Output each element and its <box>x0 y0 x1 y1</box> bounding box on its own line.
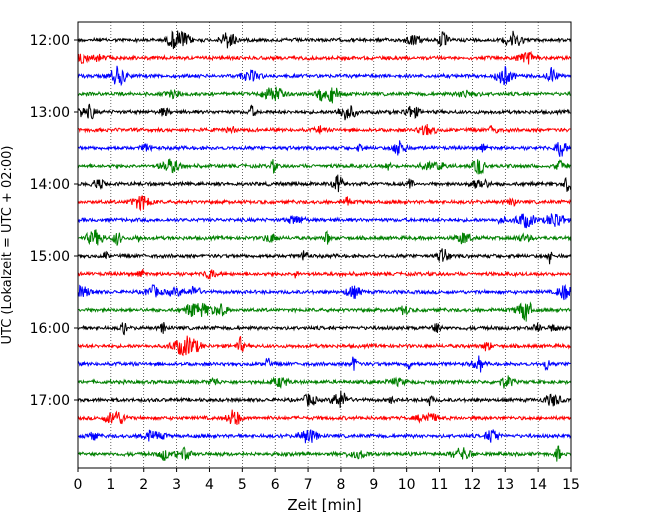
y-tick-label: 14:00 <box>30 177 70 193</box>
y-axis-label: UTC (Lokalzeit = UTC + 02:00) <box>0 146 15 345</box>
seismic-trace <box>77 86 571 104</box>
seismic-trace <box>77 213 572 229</box>
seismic-trace <box>77 229 572 246</box>
plot-frame <box>77 21 572 469</box>
seismic-trace <box>77 103 571 121</box>
y-tick-label: 17:00 <box>30 393 70 409</box>
y-tick-label: 12:00 <box>30 33 70 49</box>
seismic-trace <box>77 248 572 265</box>
seismic-trace <box>77 355 571 373</box>
x-tick-label: 8 <box>336 477 345 493</box>
seismic-trace <box>77 50 572 65</box>
x-axis-label: Zeit [min] <box>287 496 361 514</box>
y-tick-label: 13:00 <box>30 105 70 121</box>
seismic-trace <box>77 140 572 157</box>
seismic-trace <box>77 158 571 175</box>
trace-group <box>77 30 572 462</box>
seismic-trace <box>77 390 572 409</box>
seismic-trace <box>77 284 572 301</box>
x-tick-label: 4 <box>205 477 214 493</box>
y-axis-ticks: 12:00 13:00 14:00 15:00 16:00 17:00 <box>30 33 78 409</box>
x-tick-label: 9 <box>369 477 378 493</box>
seismic-trace <box>77 301 571 322</box>
seismic-trace <box>77 445 572 462</box>
x-tick-label: 10 <box>398 477 416 493</box>
seismic-trace <box>77 65 572 87</box>
x-tick-label: 3 <box>172 477 181 493</box>
x-tick-label: 7 <box>304 477 313 493</box>
seismic-trace <box>77 30 572 50</box>
seismic-trace <box>77 123 571 136</box>
y-tick-label: 16:00 <box>30 321 70 337</box>
seismic-trace <box>77 409 572 425</box>
seismic-trace <box>77 429 572 444</box>
x-tick-label: 6 <box>271 477 280 493</box>
x-tick-label: 0 <box>74 477 83 493</box>
x-tick-label: 1 <box>106 477 115 493</box>
x-tick-label: 13 <box>496 477 514 493</box>
x-tick-label: 14 <box>529 477 547 493</box>
seismic-trace <box>77 268 571 280</box>
x-tick-label: 15 <box>562 477 580 493</box>
x-tick-label: 5 <box>238 477 247 493</box>
seismic-trace <box>77 375 572 389</box>
seismic-trace <box>77 321 572 336</box>
x-tick-label: 11 <box>431 477 449 493</box>
x-tick-label: 12 <box>463 477 481 493</box>
seismic-trace <box>77 335 571 357</box>
y-tick-label: 15:00 <box>30 249 70 265</box>
seismic-trace <box>77 195 572 212</box>
x-tick-label: 2 <box>139 477 148 493</box>
seismic-trace <box>77 174 572 193</box>
x-axis-ticks: 0 1 2 3 4 5 6 7 8 9 10 11 12 13 14 15 <box>74 468 580 493</box>
grid-lines <box>110 22 539 468</box>
